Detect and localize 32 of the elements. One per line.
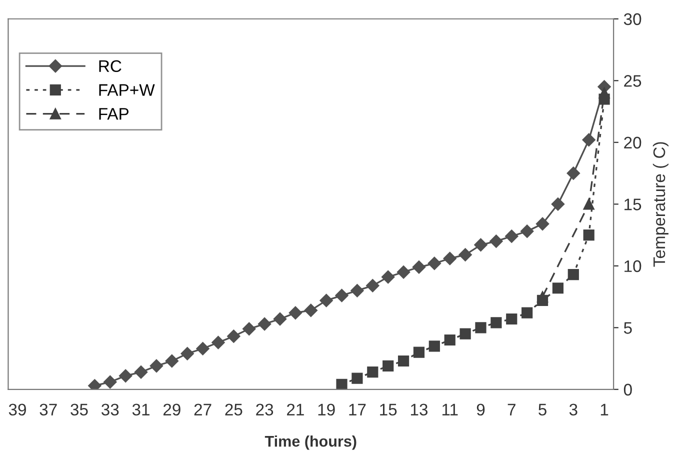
x-tick-label: 3 <box>569 404 578 416</box>
x-tick-label: 15 <box>380 404 397 416</box>
x-tick-label: 19 <box>318 404 335 416</box>
x-tick-label: 5 <box>538 404 546 416</box>
legend-label: RC <box>99 60 122 72</box>
x-tick-label: 17 <box>349 404 366 416</box>
y-tick-label: 25 <box>624 75 642 87</box>
x-tick-label: 25 <box>225 404 242 416</box>
x-tick-label: 1 <box>600 404 608 416</box>
y-tick-label: 20 <box>624 136 642 149</box>
x-tick-label: 9 <box>476 404 485 416</box>
x-tick-label: 37 <box>40 404 57 416</box>
x-tick-label: 21 <box>287 404 304 416</box>
x-tick-label: 33 <box>101 404 119 416</box>
y-axis-title: Temperature ( C) <box>652 142 668 267</box>
x-tick-label: 31 <box>132 404 150 416</box>
legend-label: FAP+W <box>99 84 155 96</box>
x-tick-label: 11 <box>442 404 458 416</box>
x-tick-label: 29 <box>163 404 180 416</box>
x-tick-label: 13 <box>410 404 428 416</box>
y-tick-label: 15 <box>624 198 642 210</box>
x-tick-label: 39 <box>8 404 26 416</box>
y-tick-label: 10 <box>624 260 642 272</box>
x-tick-label: 35 <box>70 404 88 416</box>
x-axis-title: Time (hours) <box>264 435 356 450</box>
y-tick-label: 0 <box>624 384 632 396</box>
x-tick-label: 23 <box>256 404 274 416</box>
x-tick-label: 7 <box>508 404 516 416</box>
y-tick-label: 5 <box>624 322 632 334</box>
legend-label: FAP <box>99 108 129 120</box>
x-tick-label: 27 <box>194 404 212 416</box>
y-tick-label: 30 <box>624 13 642 26</box>
